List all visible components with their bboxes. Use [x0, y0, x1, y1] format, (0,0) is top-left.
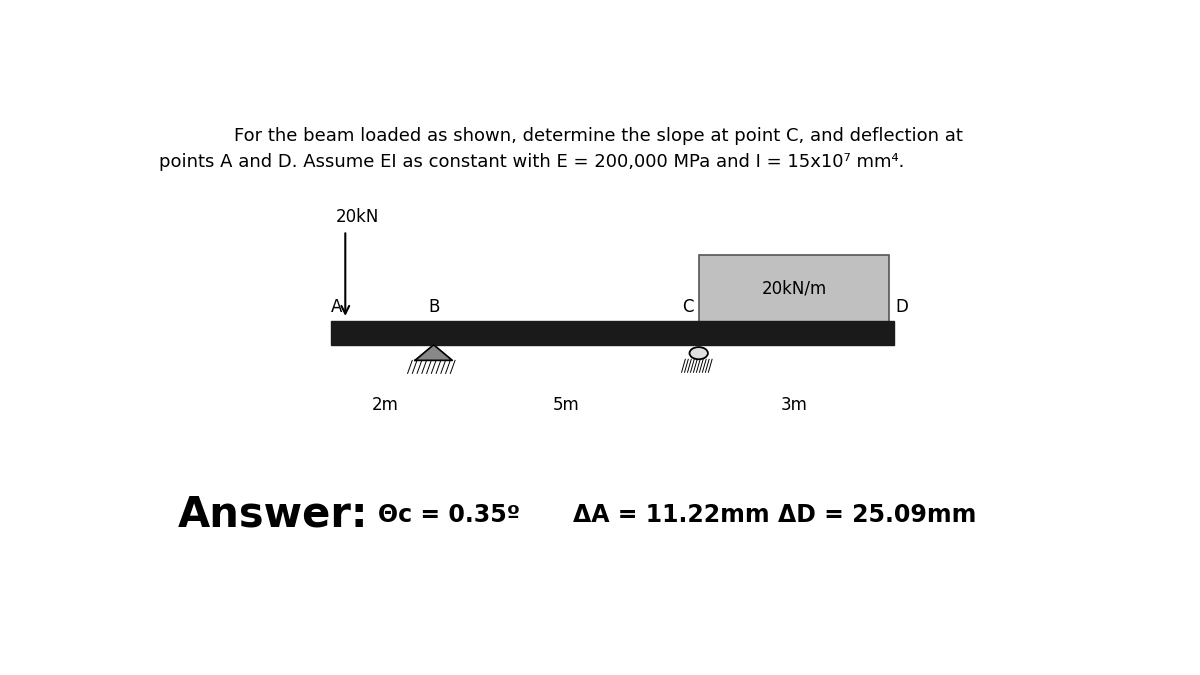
Text: 3m: 3m	[780, 396, 808, 414]
Bar	[331, 321, 894, 345]
Text: 20kN: 20kN	[336, 209, 379, 226]
Ellipse shape	[690, 347, 708, 359]
Text: B: B	[428, 298, 439, 316]
Text: 2m: 2m	[371, 396, 398, 414]
Text: ΔA = 11.22mm: ΔA = 11.22mm	[574, 503, 769, 527]
Text: Θc = 0.35º: Θc = 0.35º	[378, 503, 520, 527]
Text: Answer:: Answer:	[178, 494, 368, 536]
Text: C: C	[683, 298, 694, 316]
Text: For the beam loaded as shown, determine the slope at point C, and deflection at: For the beam loaded as shown, determine …	[234, 127, 962, 144]
Text: A: A	[331, 298, 342, 316]
Polygon shape	[415, 345, 452, 360]
Text: 5m: 5m	[553, 396, 580, 414]
Text: points A and D. Assume EI as constant with E = 200,000 MPa and I = 15x10⁷ mm⁴.: points A and D. Assume EI as constant wi…	[160, 153, 905, 171]
Text: ΔD = 25.09mm: ΔD = 25.09mm	[778, 503, 976, 527]
Bar	[698, 255, 889, 345]
Text: D: D	[896, 298, 908, 316]
Text: 20kN/m: 20kN/m	[762, 279, 827, 297]
